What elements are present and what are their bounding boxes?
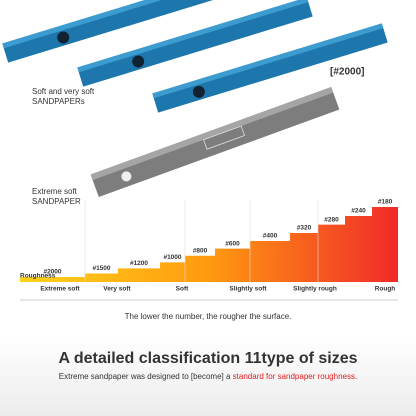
grit-label: #1500 [92,265,110,272]
grit-label: #600 [225,240,240,247]
grit-label: #1200 [130,260,148,267]
grit-label: #400 [263,233,278,240]
footer-band [0,335,416,416]
level-label: Rough [375,286,396,293]
roughness-scale: #2000 #1500 #1200 #1000 #800 #600 #400 #320 #280… [20,199,398,293]
grit-label: #2000 [43,269,61,276]
footer-title: A detailed classification 11type of size… [58,350,357,367]
grit-label: #240 [351,208,366,215]
level-label: Very soft [103,286,131,293]
subtitle-highlight: standard for sandpaper roughness. [233,372,358,381]
extreme-label: Extreme soft [32,187,78,196]
staircase [20,207,398,282]
level-label: Extreme soft [40,286,80,293]
level-label: Slightly rough [293,286,337,293]
subtitle-text: Extreme sandpaper was designed to [becom… [59,372,233,381]
caption: The lower the number, the rougher the su… [125,312,292,321]
gray-stick [90,86,340,198]
level-label: Slightly soft [229,286,267,293]
featured-grit: [#2000] [330,67,364,78]
level-label: Soft [176,286,189,293]
grit-label: #1000 [163,254,181,261]
footer-subtitle: Extreme sandpaper was designed to [becom… [59,372,357,381]
grit-label: #280 [324,216,339,223]
axis-label: Roughness [20,273,56,280]
grit-label: #320 [297,225,312,232]
grit-label: #800 [193,247,208,254]
extreme-label: SANDPAPER [32,197,81,206]
blue-sticks [2,0,388,113]
grit-label: #180 [378,199,393,206]
soft-label: SANDPAPERs [32,97,85,106]
soft-label: Soft and very soft [32,87,95,96]
